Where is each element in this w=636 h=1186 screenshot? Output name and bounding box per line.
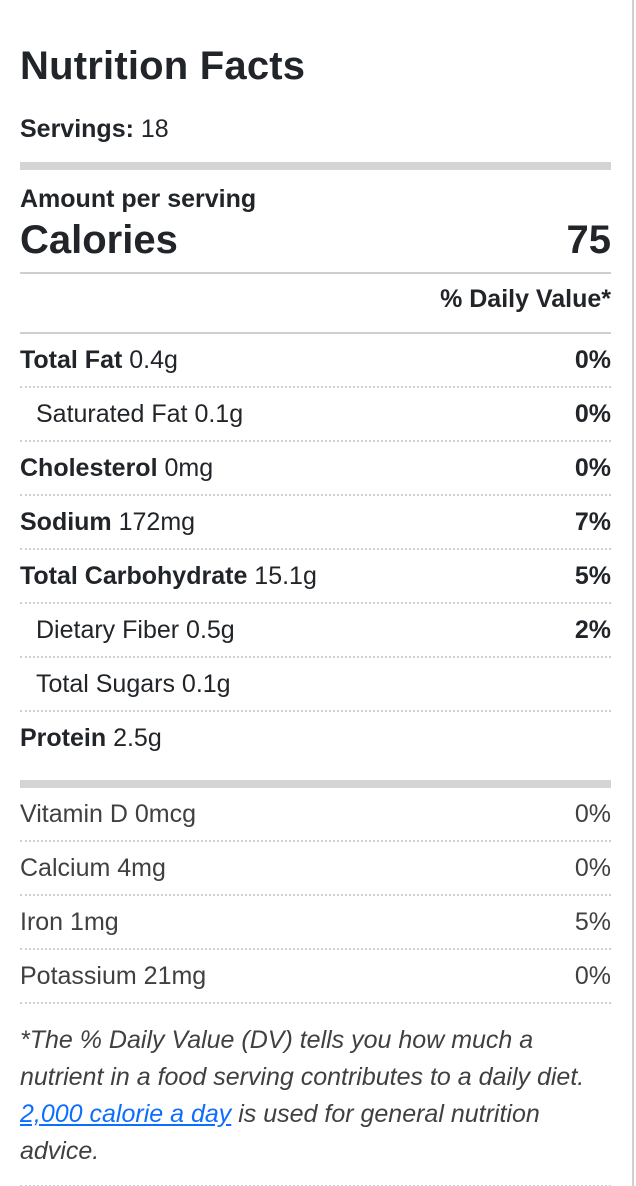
calorie-info-link[interactable]: 2,000 calorie a day [20,1100,232,1128]
nutrient-row: Calcium 4mg 0% [20,842,611,896]
nutrient-amount: 4mg [117,854,166,882]
nutrient-name: Saturated Fat [36,400,188,428]
nutrient-daily-value: 0% [574,962,611,990]
nutrient-row: Vitamin D 0mcg 0% [20,788,611,842]
nutrient-row: Total Fat 0.4g 0% [20,334,611,388]
nutrient-name: Potassium [20,962,137,990]
nutrient-name: Total Sugars [36,670,175,698]
nutrient-amount: 172mg [118,508,196,536]
vitamin-list: Vitamin D 0mcg 0% Calcium 4mg 0% Iron 1m… [20,788,611,1004]
nutrient-amount: 0.1g [181,670,231,698]
section-divider-thick [20,780,611,788]
nutrient-name: Total Carbohydrate [20,562,248,590]
nutrient-daily-value: 5% [574,562,611,590]
nutrient-amount: 0.4g [129,346,178,374]
divider-solid [20,332,611,334]
nutrient-row: Cholesterol 0mg 0% [20,442,611,496]
nutrient-amount: 0.5g [186,616,235,644]
nutrient-row: Iron 1mg 5% [20,896,611,950]
nutrient-name: Dietary Fiber [36,616,180,644]
servings-row: Servings: 18 [20,112,611,146]
nutrient-daily-value: 0% [574,854,611,882]
nutrient-name: Cholesterol [20,454,158,482]
nutrient-row: Protein 2.5g [20,712,611,764]
nutrient-name: Vitamin D [20,800,128,828]
nutrient-daily-value: 7% [574,508,611,536]
daily-value-header: % Daily Value* [440,285,611,313]
nutrient-name: Calcium [20,854,111,882]
nutrient-row: Potassium 21mg 0% [20,950,611,1004]
servings-label: Servings: [20,115,134,143]
nutrient-name: Protein [20,724,107,752]
nutrient-row: Saturated Fat 0.1g 0% [20,388,611,442]
panel-title: Nutrition Facts [20,44,306,88]
nutrient-daily-value: 0% [574,400,611,428]
nutrient-amount: 15.1g [254,562,317,590]
nutrient-amount: 1mg [70,908,119,936]
nutrient-amount: 21mg [143,962,207,990]
divider-solid [20,272,611,274]
footnote-text-before: *The % Daily Value (DV) tells you how mu… [20,1026,585,1091]
footnote-text-after: is used for general nutrition advice. [20,1100,540,1165]
calories-row: Calories 75 [20,216,611,264]
nutrient-row: Total Sugars 0.1g [20,658,611,712]
nutrient-row: Dietary Fiber 0.5g 2% [20,604,611,658]
nutrient-amount: 0mg [164,454,214,482]
nutrient-daily-value: 2% [574,616,611,644]
nutrient-name: Iron [20,908,64,936]
calories-value: 75 [566,218,612,262]
section-divider-thick [20,162,611,170]
nutrient-list: Total Fat 0.4g 0% Saturated Fat 0.1g 0% … [20,334,611,764]
nutrient-daily-value: 5% [574,908,611,936]
servings-value: 18 [140,115,169,143]
nutrient-amount: 0.1g [194,400,244,428]
nutrient-name: Sodium [20,508,112,536]
nutrient-row: Total Carbohydrate 15.1g 5% [20,550,611,604]
calories-label: Calories [20,218,178,262]
footnote: *The % Daily Value (DV) tells you how mu… [20,1022,611,1170]
nutrient-name: Total Fat [20,346,123,374]
amount-per-serving-label: Amount per serving [20,185,257,213]
nutrient-amount: 0mcg [134,800,197,828]
nutrient-amount: 2.5g [113,724,162,752]
nutrient-row: Sodium 172mg 7% [20,496,611,550]
nutrient-daily-value: 0% [574,346,611,374]
nutrient-daily-value: 0% [574,800,611,828]
nutrient-daily-value: 0% [574,454,611,482]
